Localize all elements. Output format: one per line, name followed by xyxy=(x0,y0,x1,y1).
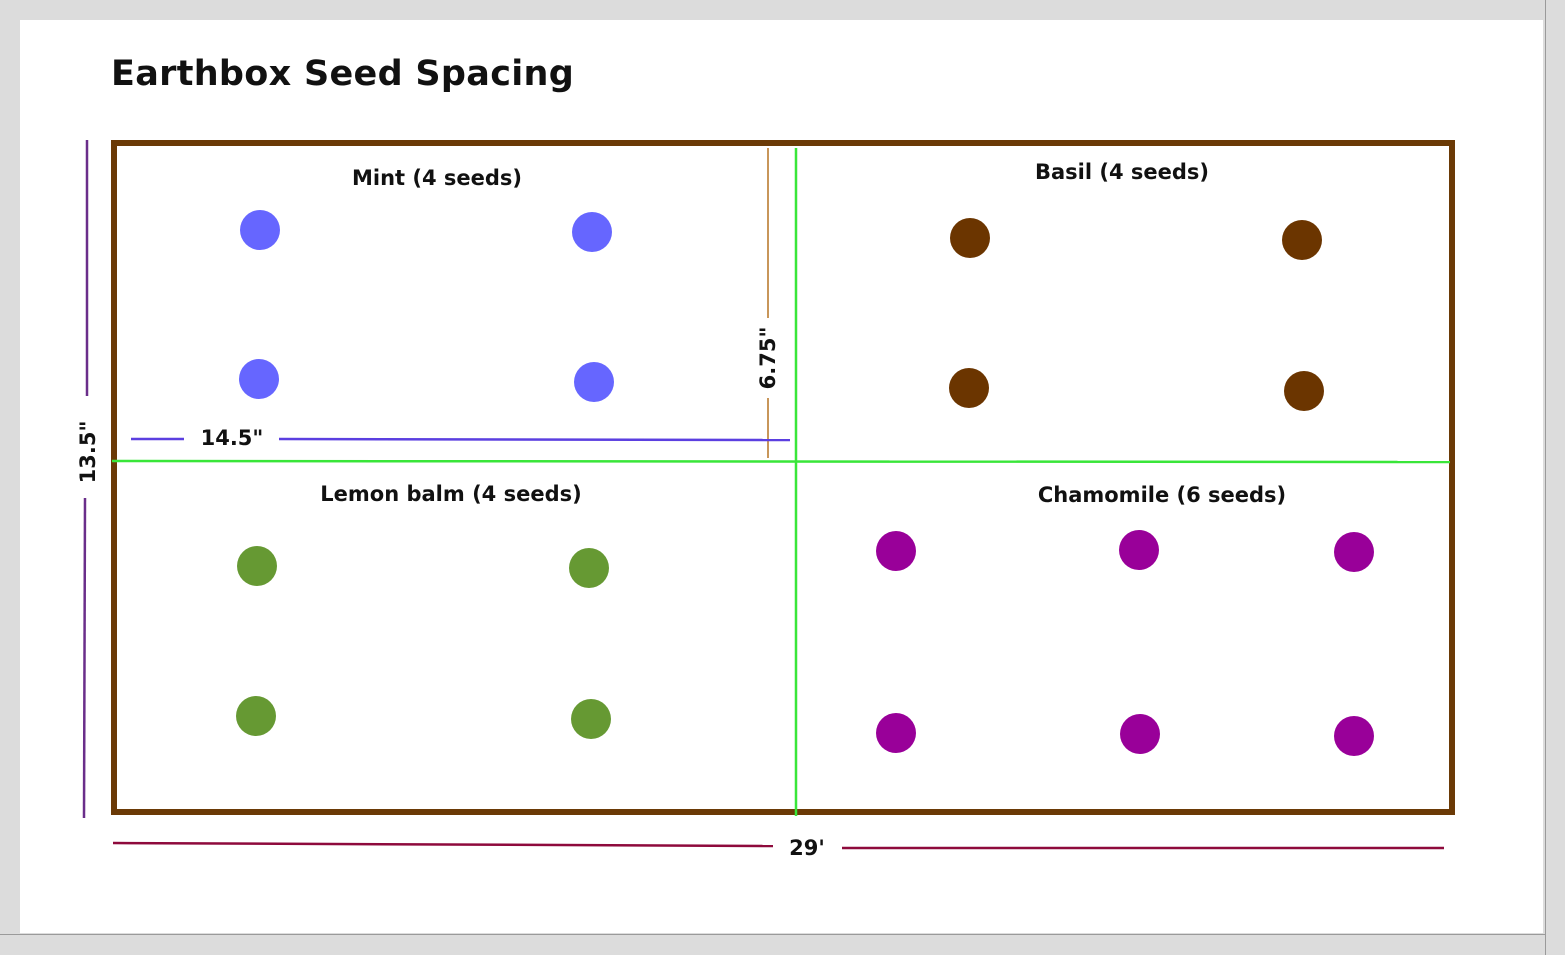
seed-chamomile xyxy=(876,531,916,571)
half-height-label: 6.75" xyxy=(756,327,780,390)
width-line-left xyxy=(112,841,774,848)
seed-lemon-balm xyxy=(236,696,276,736)
seed-chamomile xyxy=(1120,714,1160,754)
canvas-right-edge xyxy=(1545,0,1546,955)
half-width-line-right xyxy=(278,437,791,442)
seed-mint xyxy=(572,212,612,252)
section-label-mint: Mint (4 seeds) xyxy=(352,166,522,190)
seed-basil xyxy=(950,218,990,258)
section-label-lemon-balm: Lemon balm (4 seeds) xyxy=(320,482,581,506)
seed-mint xyxy=(239,359,279,399)
seed-mint xyxy=(240,210,280,250)
seed-basil xyxy=(1282,220,1322,260)
seed-chamomile xyxy=(876,713,916,753)
half-width-label: 14.5" xyxy=(201,426,264,450)
section-label-chamomile: Chamomile (6 seeds) xyxy=(1038,483,1286,507)
seed-chamomile xyxy=(1334,716,1374,756)
height-line-bottom xyxy=(82,497,87,819)
earthbox-outline xyxy=(111,140,1455,815)
width-label: 29' xyxy=(789,836,825,860)
page-title: Earthbox Seed Spacing xyxy=(111,54,575,94)
seed-chamomile xyxy=(1334,532,1374,572)
section-label-basil: Basil (4 seeds) xyxy=(1035,160,1209,184)
height-label: 13.5" xyxy=(76,421,100,484)
canvas-bottom-edge xyxy=(0,934,1545,935)
horizontal-divider xyxy=(111,459,1451,464)
seed-mint xyxy=(574,362,614,402)
seed-lemon-balm xyxy=(569,548,609,588)
seed-lemon-balm xyxy=(237,546,277,586)
seed-lemon-balm xyxy=(571,699,611,739)
seed-basil xyxy=(949,368,989,408)
diagram-canvas xyxy=(20,20,1543,933)
seed-chamomile xyxy=(1119,530,1159,570)
seed-basil xyxy=(1284,371,1324,411)
